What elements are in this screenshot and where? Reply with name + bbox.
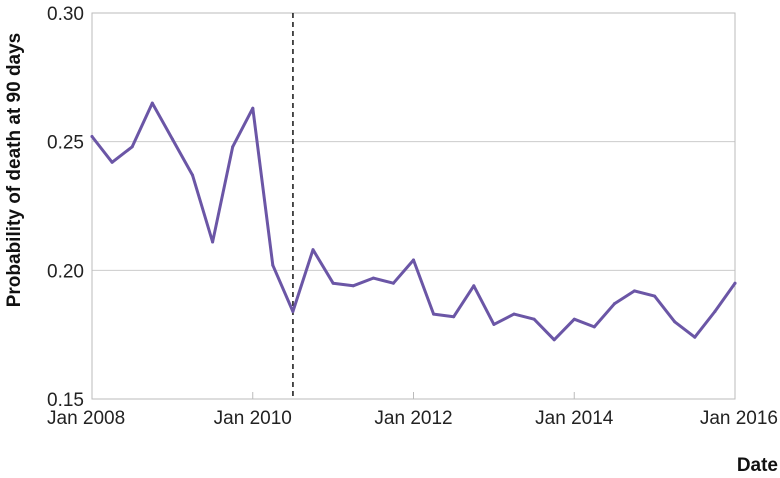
data-point bbox=[552, 338, 556, 342]
data-point bbox=[472, 284, 476, 288]
y-tick-label: 0.25 bbox=[47, 133, 84, 154]
data-point bbox=[512, 312, 516, 316]
y-axis-title: Probability of death at 90 days bbox=[4, 33, 25, 308]
data-point bbox=[331, 281, 335, 285]
data-point bbox=[191, 173, 194, 177]
x-tick-label: Jan 2010 bbox=[214, 408, 292, 429]
data-point bbox=[371, 276, 375, 280]
data-point bbox=[713, 310, 717, 313]
data-point bbox=[391, 281, 395, 285]
data-point bbox=[432, 312, 436, 316]
data-point bbox=[150, 101, 154, 105]
data-point bbox=[412, 258, 415, 262]
data-point bbox=[572, 317, 576, 321]
y-tick-label: 0.15 bbox=[47, 390, 84, 411]
data-point bbox=[612, 302, 616, 306]
data-point bbox=[351, 284, 355, 288]
data-point bbox=[592, 325, 596, 329]
data-points bbox=[90, 101, 737, 342]
y-tick-label: 0.30 bbox=[47, 4, 84, 25]
data-point bbox=[452, 315, 456, 319]
data-point bbox=[532, 317, 536, 321]
data-point bbox=[653, 294, 657, 298]
data-point bbox=[231, 145, 235, 149]
data-point bbox=[211, 240, 215, 244]
x-tick-label: Jan 2012 bbox=[374, 408, 452, 429]
x-tick-label: Jan 2014 bbox=[535, 408, 614, 429]
x-tick-label: Jan 2016 bbox=[700, 408, 778, 429]
data-point bbox=[311, 248, 315, 252]
data-point bbox=[733, 281, 737, 285]
data-point bbox=[251, 106, 255, 110]
data-point bbox=[492, 322, 496, 326]
data-point bbox=[673, 320, 677, 324]
y-tick-label: 0.20 bbox=[47, 261, 84, 282]
x-tick-label: Jan 2008 bbox=[47, 408, 125, 429]
data-point bbox=[130, 145, 134, 149]
data-point bbox=[90, 135, 94, 138]
grid-lines bbox=[92, 141, 735, 271]
data-point bbox=[291, 310, 295, 313]
data-point bbox=[110, 160, 114, 164]
x-axis-title: Date bbox=[737, 455, 778, 476]
data-point bbox=[633, 289, 636, 293]
series-line bbox=[90, 101, 737, 342]
data-point bbox=[170, 137, 174, 141]
data-point bbox=[271, 263, 275, 267]
x-axis-ticks: Jan 2008 Jan 2010 Jan 2012 Jan 2014 Jan 2016 bbox=[47, 392, 778, 429]
y-axis-ticks: 0.15 0.20 0.25 0.30 bbox=[47, 4, 84, 411]
data-point bbox=[693, 335, 697, 339]
plot-frame bbox=[91, 12, 736, 400]
